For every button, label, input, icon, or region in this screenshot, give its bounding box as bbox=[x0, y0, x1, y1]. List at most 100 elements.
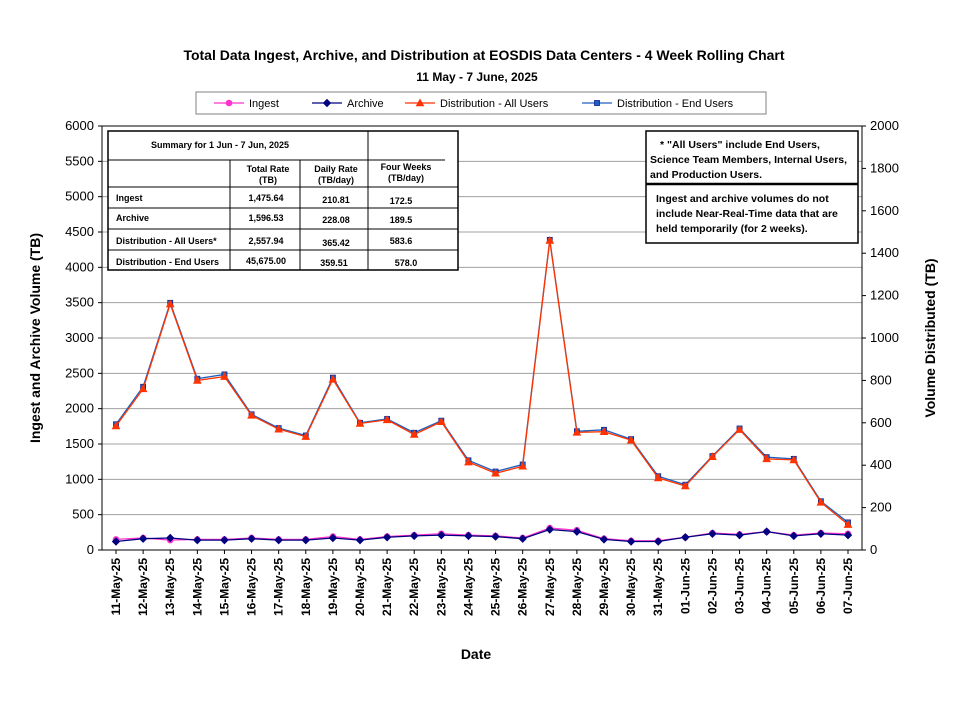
y-right-tick-label: 1200 bbox=[870, 288, 899, 303]
series-line bbox=[115, 528, 849, 543]
x-tick-label: 12-May-25 bbox=[136, 558, 150, 616]
note-nrt-line: include Near-Real-Time data that are bbox=[656, 208, 838, 220]
y-right-tick-label: 400 bbox=[870, 457, 892, 472]
summary-row-four-weeks: 578.0 bbox=[395, 258, 418, 268]
y-left-tick-label: 0 bbox=[87, 542, 94, 557]
data-point bbox=[220, 372, 229, 380]
y-left-tick-label: 2000 bbox=[65, 401, 94, 416]
data-point bbox=[301, 535, 310, 545]
summary-header-four-weeks-unit: (TB/day) bbox=[388, 173, 424, 183]
x-tick-label: 01-Jun-25 bbox=[678, 558, 692, 614]
x-tick-label: 05-Jun-25 bbox=[787, 558, 801, 614]
x-tick-label: 31-May-25 bbox=[651, 558, 665, 616]
legend-marker bbox=[415, 98, 425, 107]
legend-box bbox=[195, 91, 767, 115]
note-nrt-line: held temporarily (for 2 weeks). bbox=[656, 223, 808, 235]
data-point bbox=[599, 427, 609, 436]
data-point bbox=[708, 529, 717, 538]
y-left-tick-label: 4500 bbox=[65, 224, 94, 239]
data-point bbox=[762, 454, 772, 463]
y-right-tick-label: 600 bbox=[870, 415, 892, 430]
summary-row-daily: 228.08 bbox=[322, 215, 350, 225]
y-left-tick-label: 6000 bbox=[65, 118, 94, 133]
summary-header-total-unit: (TB) bbox=[259, 175, 277, 185]
data-point bbox=[111, 421, 121, 430]
x-tick-label: 23-May-25 bbox=[434, 558, 448, 616]
x-tick-label: 16-May-25 bbox=[245, 558, 259, 616]
note-all-users-line: and Production Users. bbox=[650, 169, 762, 181]
summary-header-total: Total Rate bbox=[247, 164, 290, 174]
x-tick-label: 18-May-25 bbox=[299, 558, 313, 616]
data-point bbox=[382, 533, 392, 542]
summary-title: Summary for 1 Jun - 7 Jun, 2025 bbox=[151, 140, 289, 150]
note-nrt-line: Ingest and archive volumes do not bbox=[656, 193, 829, 205]
y-right-tick-label: 1800 bbox=[870, 160, 899, 175]
data-point bbox=[680, 481, 690, 490]
data-point bbox=[464, 457, 473, 466]
left-axis-ticks: 0 500 1000 1500 2000 2500 3000 3500 4000 4500 5000… bbox=[65, 118, 102, 557]
note-all-users-line: Science Team Members, Internal Users, bbox=[650, 154, 847, 166]
data-point bbox=[491, 532, 500, 541]
x-tick-label: 28-May-25 bbox=[570, 558, 584, 616]
note-all-users-line: * "All Users" include End Users, bbox=[660, 139, 820, 151]
legend-label: Ingest bbox=[249, 98, 279, 110]
y-left-tick-label: 4000 bbox=[65, 259, 94, 274]
data-point bbox=[274, 535, 283, 545]
x-tick-label: 17-May-25 bbox=[272, 558, 286, 616]
data-point bbox=[816, 529, 826, 538]
x-tick-label: 21-May-25 bbox=[380, 558, 394, 616]
legend-marker bbox=[594, 100, 600, 106]
data-point bbox=[111, 537, 121, 546]
legend-label: Distribution - End Users bbox=[617, 98, 734, 110]
y-left-tick-label: 3500 bbox=[65, 295, 94, 310]
data-point bbox=[301, 432, 311, 440]
legend-label: Archive bbox=[347, 98, 384, 110]
data-point bbox=[708, 452, 717, 461]
data-point bbox=[166, 533, 175, 543]
summary-row-four-weeks: 172.5 bbox=[390, 196, 413, 206]
legend: Ingest Archive Distribution - All Users Dis… bbox=[214, 98, 734, 110]
summary-row-label: Distribution - End Users bbox=[116, 257, 219, 267]
data-point bbox=[653, 473, 663, 482]
x-tick-label: 19-May-25 bbox=[326, 558, 340, 616]
x-tick-label: 25-May-25 bbox=[489, 558, 503, 616]
series-markers bbox=[113, 236, 851, 526]
data-point bbox=[789, 455, 799, 464]
series-line bbox=[115, 239, 849, 523]
summary-row-label: Distribution - All Users* bbox=[116, 236, 217, 246]
y-right-tick-label: 200 bbox=[870, 500, 892, 515]
summary-row-label: Ingest bbox=[116, 193, 143, 203]
y-axis-right-label: Volume Distributed (TB) bbox=[922, 258, 938, 417]
summary-row-total: 1,475.64 bbox=[248, 193, 283, 203]
legend-marker bbox=[225, 99, 233, 107]
data-point bbox=[247, 534, 256, 543]
data-point bbox=[138, 384, 148, 393]
summary-row-daily: 365.42 bbox=[322, 238, 350, 248]
x-tick-label: 26-May-25 bbox=[516, 558, 530, 616]
data-point bbox=[491, 468, 500, 477]
right-axis-ticks: 0 200 400 600 800 1000 1200 1400 1600 1800 2000 bbox=[862, 118, 899, 557]
legend-marker bbox=[322, 98, 332, 108]
x-tick-label: 15-May-25 bbox=[217, 558, 231, 616]
data-point bbox=[843, 520, 853, 528]
chart-subtitle: 11 May - 7 June, 2025 bbox=[416, 70, 538, 84]
y-left-tick-label: 2500 bbox=[65, 365, 94, 380]
y-right-tick-label: 1000 bbox=[870, 330, 899, 345]
y-left-tick-label: 5500 bbox=[65, 153, 94, 168]
notes-box: * "All Users" include End Users, Science… bbox=[645, 130, 859, 244]
series-line bbox=[115, 240, 849, 526]
x-tick-label: 04-Jun-25 bbox=[760, 558, 774, 614]
x-tick-label: 24-May-25 bbox=[461, 558, 475, 616]
data-point bbox=[762, 527, 771, 536]
x-axis-label: Date bbox=[461, 646, 492, 662]
data-point bbox=[274, 424, 284, 433]
y-left-tick-label: 1000 bbox=[65, 471, 94, 486]
summary-row-four-weeks: 189.5 bbox=[390, 215, 413, 225]
data-point bbox=[192, 375, 202, 384]
x-tick-label: 03-Jun-25 bbox=[733, 558, 747, 614]
y-right-tick-label: 2000 bbox=[870, 118, 899, 133]
series-markers bbox=[111, 235, 853, 528]
x-tick-label: 14-May-25 bbox=[190, 558, 204, 616]
data-point bbox=[409, 429, 419, 438]
summary-row-daily: 359.51 bbox=[320, 258, 348, 268]
